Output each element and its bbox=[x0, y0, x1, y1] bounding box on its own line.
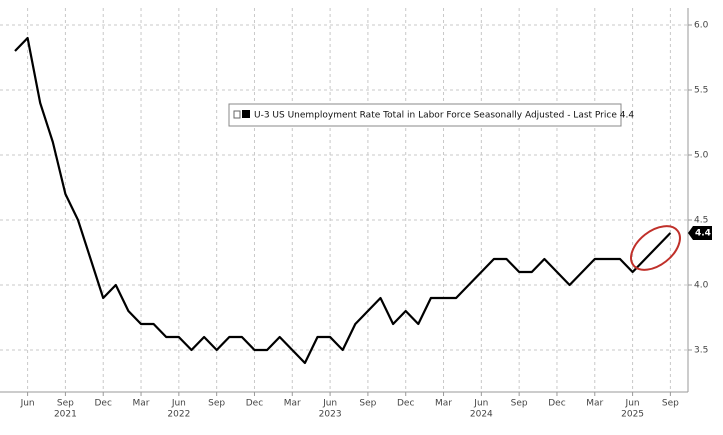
x-tick-label: Sep bbox=[208, 399, 225, 409]
legend-label: U-3 US Unemployment Rate Total in Labor … bbox=[254, 111, 634, 121]
legend: U-3 US Unemployment Rate Total in Labor … bbox=[228, 103, 634, 127]
y-tick-label: 4.0 bbox=[694, 281, 709, 291]
x-tick-label: Dec bbox=[397, 399, 414, 409]
x-tick-label: Jun bbox=[625, 399, 640, 409]
y-tick-label: 5.5 bbox=[694, 86, 708, 96]
y-tick-label: 5.0 bbox=[694, 151, 709, 161]
x-tick-label: Sep bbox=[57, 399, 74, 409]
x-tick-label: Jun bbox=[20, 399, 35, 409]
year-label: 2021 bbox=[54, 410, 77, 420]
year-label: 2025 bbox=[621, 410, 644, 420]
highlight-ellipse bbox=[630, 225, 681, 271]
x-tick-label: Sep bbox=[662, 399, 679, 409]
x-tick-label: Dec bbox=[246, 399, 263, 409]
x-tick-label: Jun bbox=[322, 399, 337, 409]
legend-box bbox=[228, 103, 622, 127]
y-tick-label: 4.5 bbox=[694, 216, 708, 226]
x-tick-label: Dec bbox=[95, 399, 112, 409]
y-tick-label: 3.5 bbox=[694, 346, 708, 356]
x-tick-label: Mar bbox=[586, 399, 603, 409]
last-price-tag bbox=[688, 226, 712, 240]
year-label: 2022 bbox=[167, 410, 190, 420]
x-tick-label: Dec bbox=[548, 399, 565, 409]
data-line bbox=[14, 36, 672, 365]
year-label: 2023 bbox=[319, 410, 342, 420]
x-tick-label: Jun bbox=[473, 399, 488, 409]
last-price-label: 4.4 bbox=[695, 229, 711, 239]
x-tick-label: Mar bbox=[435, 399, 452, 409]
x-tick-label: Sep bbox=[359, 399, 376, 409]
x-tick-label: Mar bbox=[284, 399, 301, 409]
y-tick-label: 6.0 bbox=[694, 21, 709, 31]
legend-icon-outline bbox=[233, 110, 241, 119]
legend-swatch bbox=[242, 110, 250, 118]
x-tick-label: Mar bbox=[133, 399, 150, 409]
x-tick-label: Jun bbox=[171, 399, 186, 409]
x-tick-label: Sep bbox=[511, 399, 528, 409]
year-label: 2024 bbox=[470, 410, 493, 420]
